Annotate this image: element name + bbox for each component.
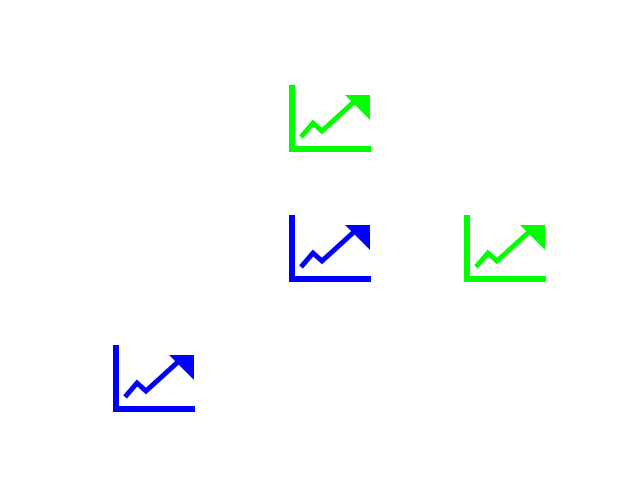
trending-up-chart-icon [464, 215, 546, 283]
trending-up-chart-icon [113, 345, 195, 413]
trending-up-chart-icon [289, 215, 371, 283]
trending-up-chart-icon [289, 85, 371, 153]
